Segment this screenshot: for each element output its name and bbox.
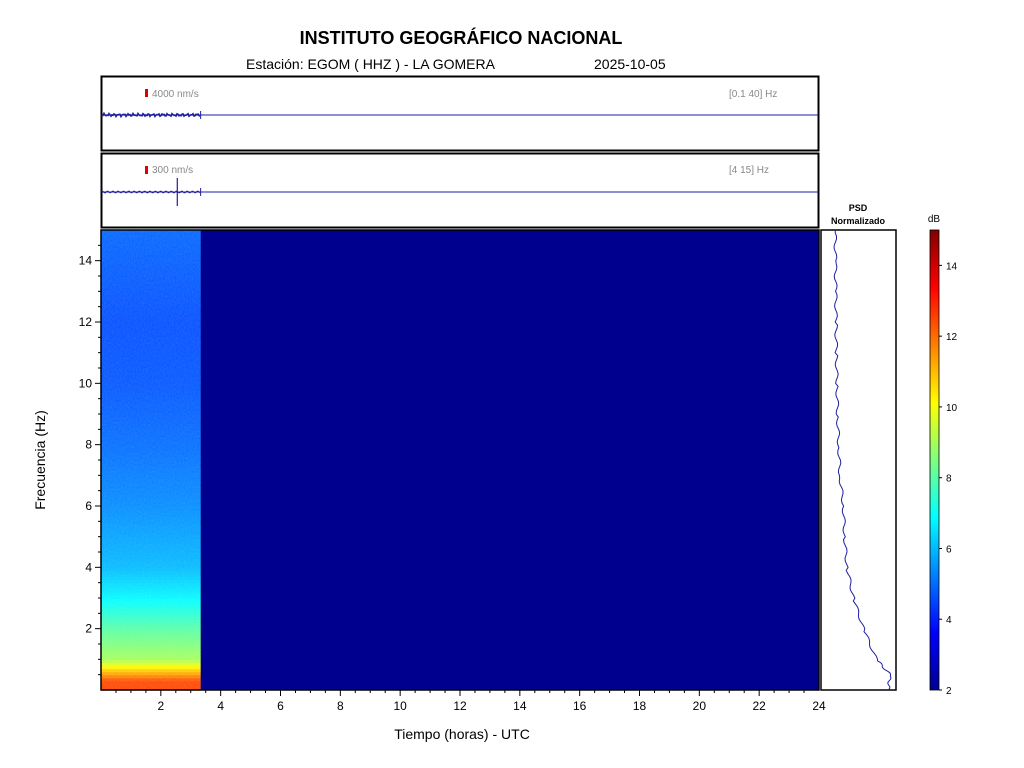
station-label: Estación: EGOM ( HHZ ) - LA GOMERA [246, 56, 495, 72]
colorbar-tick-label: 6 [946, 544, 952, 555]
colorbar-tick-label: 2 [946, 686, 952, 697]
x-tick-label: 22 [752, 699, 766, 713]
x-tick-label: 16 [573, 699, 587, 713]
trace-2 [101, 177, 818, 206]
psd-title: PSD [849, 203, 868, 213]
x-tick-label: 20 [693, 699, 707, 713]
y-axis-label: Frecuencia (Hz) [32, 410, 48, 510]
x-axis-label: Tiempo (horas) - UTC [394, 726, 530, 742]
y-tick-label: 4 [85, 560, 92, 574]
colorbar-tick-label: 14 [946, 261, 958, 272]
colorbar-tick-label: 4 [946, 615, 952, 626]
colorbar: dB 2 4 6 8 10 12 14 [928, 214, 958, 697]
colorbar-ticks: 2 4 6 8 10 12 14 [939, 261, 958, 697]
panel-2-frame [100, 152, 820, 229]
scale-bar-1 [145, 89, 148, 97]
psd-frame [820, 229, 897, 691]
x-tick-label: 12 [453, 699, 467, 713]
x-tick-label: 14 [513, 699, 527, 713]
seismogram-panel-1: 4000 nm/s [0.1 40] Hz [100, 75, 820, 152]
x-axis-ticks: 2 4 6 8 10 12 14 16 18 20 22 24 [115, 690, 826, 713]
x-tick-label: 8 [337, 699, 344, 713]
seismogram-panel-2: 300 nm/s [4 15] Hz [100, 152, 820, 229]
colorbar-tick-label: 10 [946, 403, 958, 414]
y-tick-label: 6 [85, 499, 92, 513]
psd-panel: PSD Normalizado [820, 203, 897, 691]
colorbar-unit: dB [928, 214, 941, 225]
spectrogram-texture [101, 230, 201, 690]
trace-1 [101, 110, 818, 119]
trace-signal [101, 190, 201, 194]
x-tick-label: 10 [393, 699, 407, 713]
band-label-1: [0.1 40] Hz [729, 89, 777, 100]
scale-label-2: 300 nm/s [152, 165, 193, 176]
x-tick-label: 4 [217, 699, 224, 713]
x-tick-label: 6 [277, 699, 284, 713]
x-tick-label: 2 [157, 699, 164, 713]
band-label-2: [4 15] Hz [729, 165, 769, 176]
x-tick-label: 18 [633, 699, 647, 713]
scale-label-1: 4000 nm/s [152, 89, 199, 100]
colorbar-tick-label: 12 [946, 332, 958, 343]
scale-bar-2 [145, 166, 148, 174]
psd-subtitle: Normalizado [831, 216, 886, 226]
y-tick-label: 14 [79, 254, 93, 268]
page-title: INSTITUTO GEOGRÁFICO NACIONAL [299, 28, 623, 48]
y-tick-label: 10 [79, 376, 93, 390]
colorbar-gradient [929, 229, 940, 691]
y-tick-label: 8 [85, 438, 92, 452]
colorbar-tick-label: 8 [946, 474, 952, 485]
panel-1-frame [100, 75, 820, 152]
trace-signal [101, 111, 201, 119]
y-tick-label: 2 [85, 622, 92, 636]
psd-curve [833, 229, 892, 691]
y-tick-label: 12 [79, 315, 93, 329]
y-axis-ticks: 2 4 6 8 10 12 14 [79, 244, 101, 676]
spectrogram-background [101, 230, 819, 690]
x-tick-label: 24 [812, 699, 826, 713]
date-label: 2025-10-05 [594, 56, 666, 72]
